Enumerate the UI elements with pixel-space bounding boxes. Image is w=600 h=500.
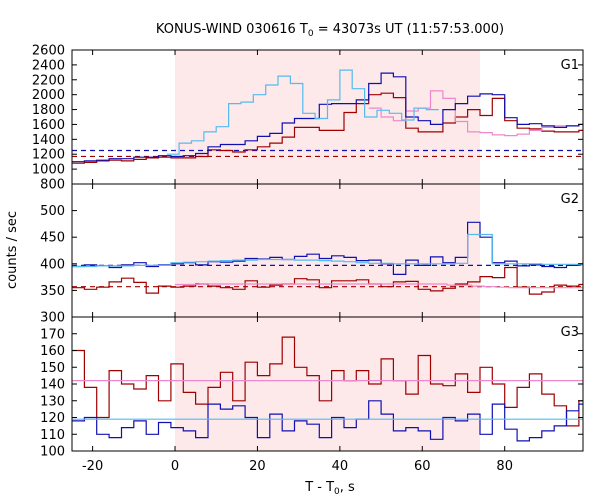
panel-g2: 300 350 400 450 500 G2 (40, 183, 584, 326)
y-tick-label: 150 (40, 361, 65, 376)
y-tick-label: 170 (40, 327, 65, 342)
series-blue-g3 (72, 400, 583, 442)
y-tick-label: 1800 (32, 103, 65, 118)
series-dark_red-g3 (72, 336, 583, 427)
x-tick-label: 20 (249, 459, 266, 474)
chart-title: KONUS-WIND 030616 T0 = 43073s UT (11:57:… (156, 22, 504, 39)
burst-interval-highlight (175, 317, 480, 451)
burst-interval-highlight (175, 184, 480, 317)
x-tick-label: 0 (171, 459, 179, 474)
y-tick-label: 140 (40, 378, 65, 393)
y-tick-label: 800 (40, 178, 65, 193)
series-blue-g1 (72, 72, 583, 163)
series-cyan-g1 (166, 69, 439, 155)
y-tick-label: 300 (40, 311, 65, 326)
y-tick-label: 500 (40, 204, 65, 219)
x-axis-label: T - T0, s (304, 480, 355, 497)
y-tick-label: 2200 (32, 73, 65, 88)
panel-label: G3 (561, 325, 579, 340)
x-tick-label: 40 (332, 459, 349, 474)
series-cyan-g2 (72, 233, 583, 268)
y-tick-label: 1400 (32, 133, 65, 148)
x-tick-label: -20 (82, 459, 103, 474)
y-axis-label: counts / sec (5, 211, 20, 289)
y-tick-label: 2600 (32, 44, 65, 59)
y-tick-label: 120 (40, 411, 65, 426)
y-tick-label: 110 (40, 428, 65, 443)
x-tick-label: 80 (496, 459, 513, 474)
y-tick-label: 400 (40, 257, 65, 272)
y-tick-label: 2000 (32, 88, 65, 103)
series-pink-g2 (175, 283, 583, 289)
chart-title-subscript: 0 (308, 29, 314, 39)
y-tick-label: 2400 (32, 58, 65, 73)
y-tick-label: 100 (40, 445, 65, 460)
x-axis-label-subscript: 0 (334, 487, 340, 497)
y-tick-label: 350 (40, 284, 65, 299)
y-tick-label: 450 (40, 231, 65, 246)
panel-label: G1 (561, 58, 579, 73)
panel-label: G2 (561, 192, 579, 207)
y-tick-label: 130 (40, 394, 65, 409)
y-tick-label: 1600 (32, 118, 65, 133)
y-tick-label: 1200 (32, 148, 65, 163)
y-tick-label: 1000 (32, 163, 65, 178)
panels-group: 800100012001400160018002000220024002600G… (32, 44, 584, 474)
x-tick-label: 60 (414, 459, 431, 474)
y-tick-label: 160 (40, 344, 65, 359)
